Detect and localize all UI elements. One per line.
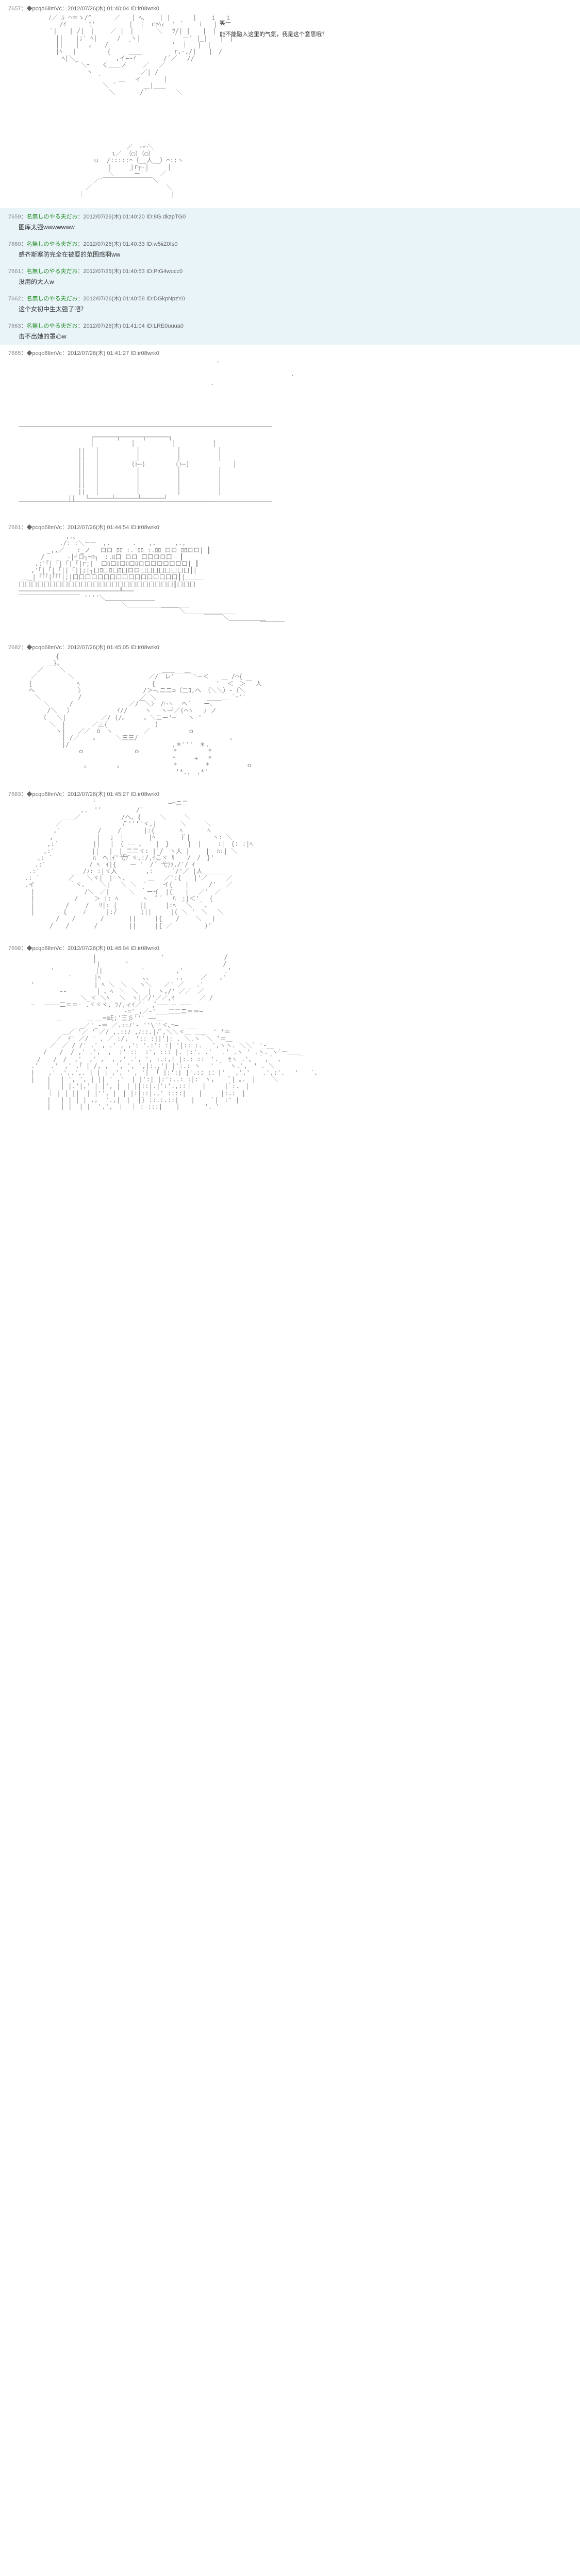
- dialog-text: 笑一: [220, 19, 231, 27]
- poster-name: 名無しのやる夫だお: [26, 296, 77, 302]
- post-date: 2012/07/26(木) 01:44:54: [68, 524, 129, 531]
- post-number: 7665: [8, 350, 21, 357]
- post-number: 7660: [8, 241, 21, 247]
- poster-trip: ◆pcqo6IlmVc: [26, 524, 61, 531]
- poster-trip: ◆pcqo6IlmVc: [26, 791, 61, 798]
- poster-trip: ◆pcqo6IlmVc: [26, 6, 61, 12]
- post-number: 7657: [8, 6, 21, 12]
- post-uid: ID:ir08wrk0: [130, 645, 159, 651]
- post-number: 7661: [8, 268, 21, 275]
- post-uid: ID:LRE0uuua0: [146, 323, 184, 329]
- post-uid: ID:ir08wrk0: [130, 791, 159, 798]
- post-7665: 7665：◆pcqo6IlmVc：2012/07/26(木) 01:41:27 …: [0, 345, 580, 519]
- post-number: 7681: [8, 524, 21, 531]
- poster-trip: ◆pcqo6IlmVc: [26, 350, 61, 357]
- post-text: 没用的大人w: [19, 277, 572, 286]
- post-header: 7660：名無しのやる夫だお：2012/07/26(木) 01:40:33 ID…: [8, 240, 572, 248]
- post-number: 7698: [8, 945, 21, 952]
- post-date: 2012/07/26(木) 01:46:04: [68, 945, 129, 952]
- post-number: 7683: [8, 791, 21, 798]
- poster-trip: ◆pcqo6IlmVc: [26, 645, 61, 651]
- post-7683: 7683：◆pcqo6IlmVc：2012/07/26(木) 01:45:27 …: [0, 786, 580, 940]
- post-uid: ID:w5iiZ0Is0: [146, 241, 178, 247]
- post-header: 7662：名無しのやる夫だお：2012/07/26(木) 01:40:58 ID…: [8, 294, 572, 302]
- post-7662: 7662：名無しのやる夫だお：2012/07/26(木) 01:40:58 ID…: [0, 290, 580, 317]
- post-date: 2012/07/26(木) 01:40:20: [83, 214, 144, 220]
- poster-trip: ◆pcqo6IlmVc: [26, 945, 61, 952]
- post-date: 2012/07/26(木) 01:41:04: [83, 323, 144, 329]
- post-header: 7663：名無しのやる夫だお：2012/07/26(木) 01:41:04 ID…: [8, 321, 572, 330]
- post-date: 2012/07/26(木) 01:41:27: [68, 350, 129, 357]
- post-date: 2012/07/26(木) 01:40:33: [83, 241, 144, 247]
- post-date: 2012/07/26(木) 01:40:53: [83, 268, 144, 275]
- post-7698: 7698：◆pcqo6IlmVc：2012/07/26(木) 01:46:04 …: [0, 940, 580, 1121]
- post-uid: ID:ir08wrk0: [130, 945, 159, 952]
- ascii-art: { ＿}、 ／ ＼ ＿＿ ＿ ／ ＼ ／/￣レ'￣￣￣'ー＜ ＿ /⌒{ { ﾍ…: [19, 653, 572, 775]
- ascii-art: ･ ･ . ＿＿＿＿＿＿＿＿＿＿＿＿＿＿＿＿＿＿＿＿＿＿＿＿＿＿＿＿＿＿＿＿＿＿…: [19, 359, 572, 509]
- post-text: 感齐斯塞防完全在被耍的范围感啊ww: [19, 250, 572, 259]
- post-number: 7662: [8, 296, 21, 302]
- post-7682: 7682：◆pcqo6IlmVc：2012/07/26(木) 01:45:05 …: [0, 639, 580, 786]
- post-uid: ID:PtG4wucc0: [146, 268, 183, 275]
- post-text: 这个女初中生太强了吧？: [19, 304, 572, 313]
- post-7659: 7659：名無しのやる夫だお：2012/07/26(木) 01:40:20 ID…: [0, 208, 580, 235]
- ascii-art: | ' / '| ' / ' || ' ,' .' ' |ﾍ ､、 ., ／ ,…: [19, 954, 572, 1110]
- post-7660: 7660：名無しのやる夫だお：2012/07/26(木) 01:40:33 ID…: [0, 235, 580, 263]
- post-header: 7681：◆pcqo6IlmVc：2012/07/26(木) 01:44:54 …: [8, 523, 572, 531]
- post-text: 图库太强wwwwwww: [19, 223, 572, 231]
- post-date: 2012/07/26(木) 01:40:04: [68, 6, 129, 12]
- post-date: 2012/07/26(木) 01:45:27: [68, 791, 129, 798]
- post-date: 2012/07/26(木) 01:45:05: [68, 645, 129, 651]
- post-header: 7665：◆pcqo6IlmVc：2012/07/26(木) 01:41:27 …: [8, 349, 572, 357]
- post-7661: 7661：名無しのやる夫だお：2012/07/26(木) 01:40:53 ID…: [0, 263, 580, 290]
- post-uid: ID:DGkpNpzY0: [146, 296, 185, 302]
- poster-name: 名無しのやる夫だお: [26, 214, 77, 220]
- poster-name: 名無しのやる夫だお: [26, 323, 77, 329]
- post-text: 击不出她的罩心w: [19, 332, 572, 341]
- post-header: 7682：◆pcqo6IlmVc：2012/07/26(木) 01:45:05 …: [8, 643, 572, 651]
- post-header: 7698：◆pcqo6IlmVc：2012/07/26(木) 01:46:04 …: [8, 944, 572, 952]
- ascii-art: ,.､ ./: :＼－－ ,. . ,. ,., _,,／ :_ノ ロロ ﾛﾛ …: [19, 533, 572, 629]
- post-header: 7661：名無しのやる夫だお：2012/07/26(木) 01:40:53 ID…: [8, 267, 572, 275]
- post-uid: ID:ir08wrk0: [130, 524, 159, 531]
- post-number: 7663: [8, 323, 21, 329]
- dialog-text: 能不能融入这里的气氛，我是这个意思哦？: [220, 30, 327, 38]
- post-7681: 7681：◆pcqo6IlmVc：2012/07/26(木) 01:44:54 …: [0, 519, 580, 639]
- post-header: 7683：◆pcqo6IlmVc：2012/07/26(木) 01:45:27 …: [8, 790, 572, 798]
- post-number: 7659: [8, 214, 21, 220]
- post-header: 7657：◆pcqo6IlmVc：2012/07/26(木) 01:40:04 …: [8, 4, 572, 12]
- post-header: 7659：名無しのやる夫だお：2012/07/26(木) 01:40:20 ID…: [8, 212, 572, 221]
- post-uid: ID:8G.dkzpTG0: [146, 214, 186, 220]
- poster-name: 名無しのやる夫だお: [26, 241, 77, 247]
- post-uid: ID:ir08wrk0: [130, 6, 159, 12]
- post-uid: ID:ir08wrk0: [130, 350, 159, 357]
- post-7663: 7663：名無しのやる夫だお：2012/07/26(木) 01:41:04 ID…: [0, 317, 580, 345]
- poster-name: 名無しのやる夫だお: [26, 268, 77, 275]
- ascii-art: ﾉ／ ﾙ ⌒＝ゝ/^ ／ | ﾍ、 | | | i i /ｲ ﾓ' | | cｯ…: [19, 14, 572, 198]
- post-number: 7682: [8, 645, 21, 651]
- post-date: 2012/07/26(木) 01:40:58: [83, 296, 144, 302]
- ascii-art: ′ ―=ニ二 ,. '' /´ ＿＿／ /へ、{ ＼ ＼ ／ /ﾞ''''ヾ,|…: [19, 800, 572, 929]
- post-7657: 7657：◆pcqo6IlmVc：2012/07/26(木) 01:40:04 …: [0, 0, 580, 208]
